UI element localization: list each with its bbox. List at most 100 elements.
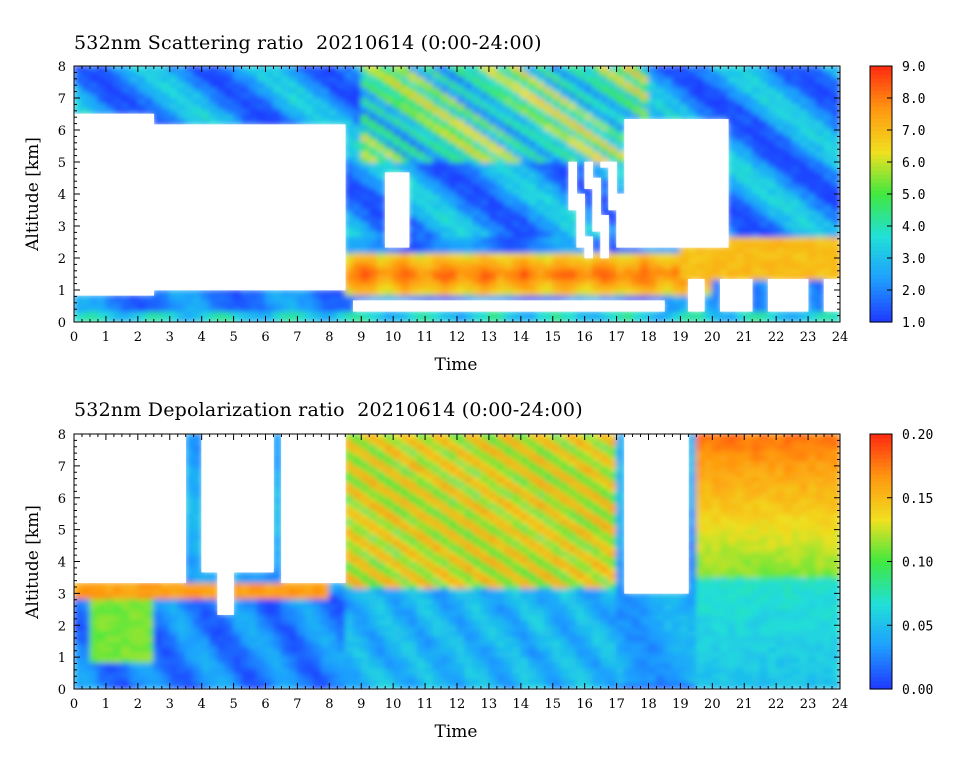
heatmap-cell — [161, 118, 171, 126]
heatmap-cell — [807, 230, 817, 238]
heatmap-cell — [584, 193, 594, 200]
heatmap-cell — [448, 172, 458, 179]
heatmap-cell — [679, 284, 689, 291]
heatmap-cell — [344, 108, 354, 115]
no-data-cell — [257, 215, 266, 221]
heatmap-cell — [400, 156, 410, 163]
no-data-cell — [249, 209, 258, 216]
heatmap-cell — [632, 278, 642, 286]
no-data-cell — [97, 273, 107, 280]
no-data-cell — [121, 199, 131, 205]
heatmap-cell — [775, 113, 785, 120]
heatmap-cell — [368, 204, 378, 211]
no-data-cell — [600, 300, 609, 307]
no-data-cell — [672, 151, 681, 157]
heatmap-cell — [288, 70, 298, 78]
no-data-cell — [656, 209, 665, 216]
no-data-cell — [161, 183, 171, 189]
heatmap-cell — [616, 150, 626, 158]
no-data-cell — [712, 209, 721, 216]
heatmap-cell — [536, 134, 546, 142]
no-data-cell — [616, 225, 625, 232]
heatmap-cell — [336, 118, 346, 126]
no-data-cell — [241, 273, 250, 280]
heatmap-cell — [719, 92, 729, 99]
no-data-cell — [129, 225, 139, 232]
heatmap-cell — [400, 262, 410, 270]
no-data-cell — [648, 177, 657, 184]
heatmap-cell — [265, 102, 274, 110]
no-data-cell — [392, 241, 402, 248]
no-data-cell — [743, 300, 753, 307]
heatmap-cell — [520, 273, 530, 280]
no-data-cell — [209, 215, 218, 221]
no-data-cell — [648, 161, 657, 168]
heatmap-cell — [440, 124, 450, 131]
colorbar-swatch — [870, 178, 892, 183]
heatmap-cell — [815, 76, 825, 83]
heatmap-cell — [568, 97, 578, 104]
heatmap-cell — [440, 150, 450, 158]
heatmap-cell — [74, 294, 83, 302]
heatmap-cell — [113, 305, 123, 312]
heatmap-cell — [751, 118, 761, 126]
no-data-cell — [624, 156, 633, 163]
heatmap-cell — [392, 97, 402, 104]
heatmap-cell — [97, 66, 107, 72]
heatmap-cell — [464, 220, 474, 227]
no-data-cell — [289, 151, 298, 157]
no-data-cell — [640, 129, 649, 136]
no-data-cell — [97, 231, 107, 237]
heatmap-cell — [400, 134, 410, 142]
heatmap-cell — [496, 76, 506, 83]
heatmap-cell — [424, 193, 434, 200]
no-data-cell — [305, 273, 314, 280]
heatmap-cell — [360, 182, 370, 190]
heatmap-cell — [320, 300, 330, 307]
heatmap-cell — [161, 300, 171, 307]
no-data-cell — [313, 231, 322, 237]
heatmap-cell — [807, 198, 817, 206]
no-data-cell — [137, 145, 147, 152]
no-data-cell — [767, 279, 777, 285]
no-data-cell — [727, 279, 737, 285]
no-data-cell — [137, 236, 147, 243]
heatmap-cell — [177, 92, 187, 99]
heatmap-cell — [783, 66, 793, 72]
heatmap-cell — [296, 118, 306, 126]
no-data-cell — [161, 273, 171, 280]
heatmap-cell — [408, 209, 418, 216]
heatmap-cell — [663, 273, 673, 280]
no-data-cell — [624, 172, 633, 179]
heatmap-cell — [105, 305, 115, 312]
heatmap-cell — [440, 81, 450, 88]
heatmap-cell — [560, 316, 570, 322]
heatmap-cell — [568, 209, 578, 216]
heatmap-cell — [807, 166, 817, 174]
no-data-cell — [313, 225, 322, 232]
heatmap-cell — [368, 316, 378, 322]
heatmap-cell — [512, 182, 522, 190]
heatmap-cell — [655, 246, 665, 254]
no-data-cell — [720, 145, 729, 152]
heatmap-cell — [257, 97, 266, 104]
no-data-cell — [624, 305, 633, 312]
heatmap-cell — [719, 86, 729, 94]
heatmap-cell — [560, 241, 570, 248]
no-data-cell — [680, 129, 689, 136]
no-data-cell — [337, 167, 346, 173]
heatmap-cell — [560, 220, 570, 227]
no-data-cell — [560, 300, 570, 307]
heatmap-cell — [504, 161, 514, 168]
no-data-cell — [137, 209, 147, 216]
heatmap-cell — [799, 161, 809, 168]
heatmap-cell — [336, 113, 346, 120]
heatmap-cell — [632, 86, 642, 94]
no-data-cell — [688, 284, 697, 291]
heatmap-cell — [544, 241, 554, 248]
colorbar-swatch — [870, 154, 892, 159]
heatmap-cell — [807, 316, 817, 322]
heatmap-cell — [703, 92, 713, 99]
heatmap-cell — [544, 166, 554, 174]
heatmap-cell — [751, 113, 761, 120]
